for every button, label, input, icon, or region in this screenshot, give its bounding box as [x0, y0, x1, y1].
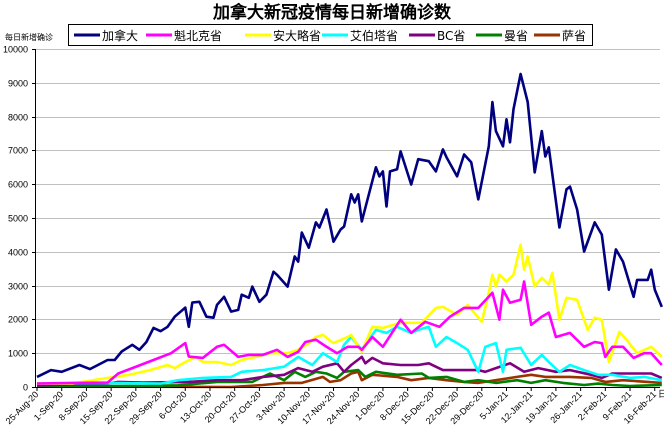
y-tick-label: 10000 — [3, 45, 28, 55]
y-tick-label: 2000 — [8, 315, 28, 325]
legend-label: BC省 — [437, 29, 465, 43]
x-axis-title: 日 — [658, 389, 664, 399]
series-line-4 — [36, 355, 663, 387]
legend-label: 萨省 — [562, 29, 586, 43]
legend-label: 曼省 — [504, 29, 528, 43]
x-tick-label: 25-Aug-20 — [4, 389, 41, 426]
legend-label: 加拿大 — [102, 28, 138, 43]
y-tick-label: 6000 — [8, 180, 28, 190]
y-tick-label: 1000 — [8, 349, 28, 359]
y-tick-label: 4000 — [8, 248, 28, 258]
x-tick-labels: 25-Aug-201-Sep-208-Sep-2015-Sep-2022-Sep… — [4, 387, 658, 426]
y-tick-label: 9000 — [8, 79, 28, 89]
y-axis-title: 每日新增确诊 — [5, 32, 53, 42]
y-tick-label: 7000 — [8, 146, 28, 156]
series-line-1 — [36, 280, 663, 385]
y-tick-label: 5000 — [8, 214, 28, 224]
legend-label: 安大略省 — [273, 28, 321, 43]
y-tick-label: 3000 — [8, 282, 28, 292]
series-line-6 — [37, 370, 662, 389]
series-line-5 — [36, 368, 662, 388]
y-tick-label: 0 — [23, 383, 28, 393]
legend-label: 魁北克省 — [174, 28, 222, 43]
gridlines — [32, 49, 660, 388]
series-line-2 — [37, 243, 663, 385]
chart-title: 加拿大新冠疫情每日新增确诊数 — [212, 2, 452, 23]
legend-label: 艾伯塔省 — [350, 28, 398, 43]
y-tick-labels: 0 1000 2000 3000 4000 5000 6000 7000 8000 9000 100… — [3, 45, 28, 393]
series-line-3 — [36, 325, 663, 385]
legend: 加拿大 魁北克省 安大略省 艾伯塔省 BC省 曼省 萨省 — [68, 24, 593, 46]
series-line-0 — [36, 72, 664, 379]
series-lines — [36, 72, 664, 389]
y-tick-label: 8000 — [8, 113, 28, 123]
